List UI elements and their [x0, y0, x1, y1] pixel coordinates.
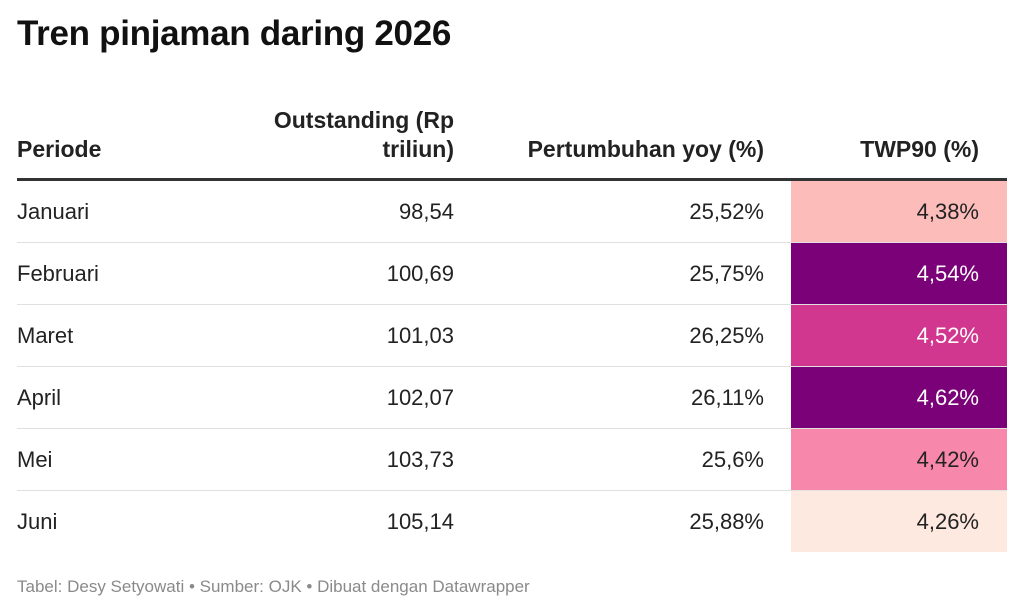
cell-growth: 25,52% [689, 198, 764, 224]
table-row: Juni 105,14 25,88% 4,26% [17, 491, 1007, 552]
cell-periode: Maret [17, 322, 74, 348]
table-row: Mei 103,73 25,6% 4,42% [17, 429, 1007, 491]
table-row: April 102,07 26,11% 4,62% [17, 367, 1007, 429]
cell-growth: 25,75% [689, 260, 764, 286]
table-header: Periode Outstanding (Rp triliun) Pertumb… [17, 100, 1007, 181]
cell-outstanding: 98,54 [398, 198, 454, 224]
cell-outstanding: 105,14 [386, 508, 454, 534]
cell-periode: April [17, 384, 62, 410]
table-row: Maret 101,03 26,25% 4,52% [17, 305, 1007, 367]
table-row: Februari 100,69 25,75% 4,54% [17, 243, 1007, 305]
cell-growth: 25,88% [689, 508, 764, 534]
cell-growth: 25,6% [701, 446, 764, 472]
cell-outstanding: 102,07 [386, 384, 454, 410]
table-row: Januari 98,54 25,52% 4,38% [17, 181, 1007, 243]
cell-outstanding: 103,73 [386, 446, 454, 472]
cell-outstanding: 101,03 [386, 322, 454, 348]
cell-outstanding: 100,69 [386, 260, 454, 286]
header-twp90: TWP90 (%) [860, 136, 979, 162]
header-periode: Periode [17, 136, 102, 162]
header-outstanding: Outstanding (Rp triliun) [273, 107, 454, 162]
cell-twp90: 4,54% [791, 243, 1007, 304]
cell-periode: Juni [17, 508, 58, 534]
footer-credit: Tabel: Desy Setyowati • Sumber: OJK • Di… [17, 577, 530, 596]
cell-twp90: 4,42% [791, 429, 1007, 490]
cell-twp90: 4,26% [791, 491, 1007, 552]
cell-periode: Januari [17, 198, 90, 224]
cell-growth: 26,25% [689, 322, 764, 348]
header-growth: Pertumbuhan yoy (%) [527, 136, 764, 162]
chart-title: Tren pinjaman daring 2026 [17, 14, 452, 53]
cell-growth: 26,11% [691, 384, 764, 410]
cell-twp90: 4,62% [791, 367, 1007, 428]
cell-periode: Mei [17, 446, 53, 472]
data-table: Periode Outstanding (Rp triliun) Pertumb… [17, 100, 1007, 552]
cell-twp90: 4,52% [791, 305, 1007, 366]
cell-periode: Februari [17, 260, 99, 286]
cell-twp90: 4,38% [791, 181, 1007, 242]
